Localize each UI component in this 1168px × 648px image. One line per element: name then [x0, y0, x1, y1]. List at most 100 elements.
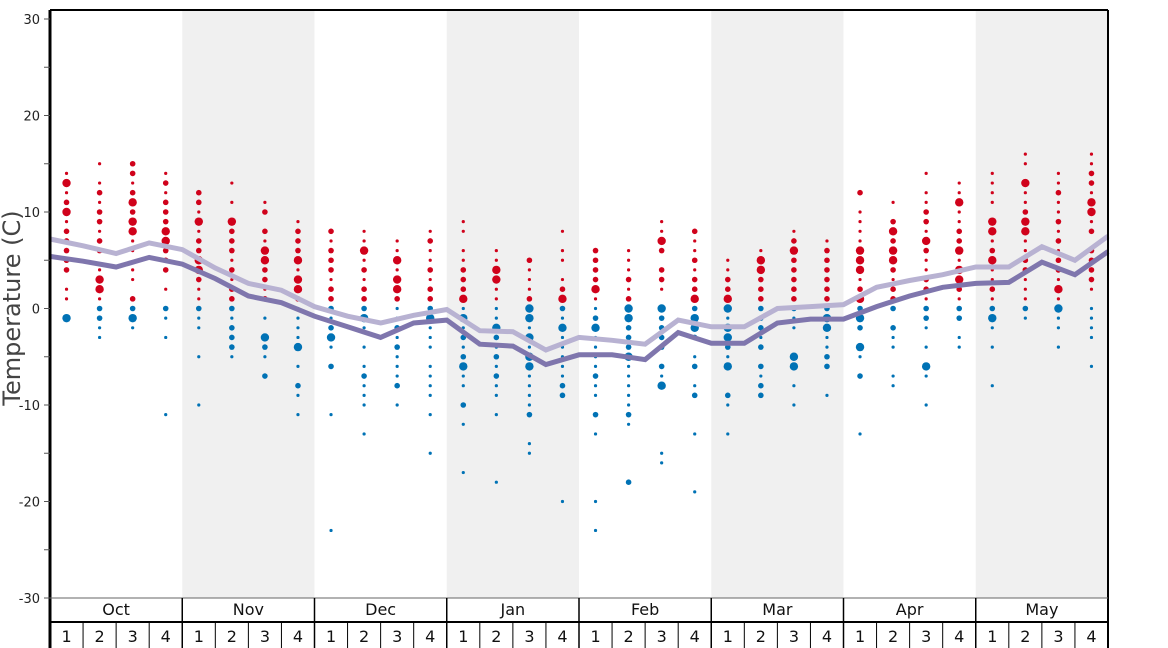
week-label: 4 [161, 627, 171, 646]
warm-dot [593, 297, 598, 301]
cold-dot [822, 323, 832, 332]
cold-dot [361, 305, 367, 312]
week-label: 1 [855, 627, 865, 646]
cold-dot [924, 326, 928, 330]
month-band [446, 10, 579, 598]
cold-dot [459, 362, 468, 371]
warm-dot [791, 296, 797, 302]
cold-dot [921, 362, 931, 371]
warm-dot [1088, 170, 1095, 177]
warm-dot [296, 268, 300, 272]
cold-dot [890, 305, 896, 312]
warm-dot [1056, 181, 1061, 185]
warm-dot [890, 286, 896, 293]
warm-dot [693, 249, 697, 253]
warm-dot [195, 247, 202, 254]
week-label: 2 [491, 627, 501, 646]
warm-dot [494, 249, 498, 253]
cold-dot [593, 432, 598, 436]
cold-dot [361, 373, 367, 379]
warm-dot [924, 171, 928, 175]
week-label: 3 [524, 627, 534, 646]
warm-dot [924, 268, 928, 272]
cold-dot [560, 335, 565, 340]
warm-dot [460, 276, 467, 283]
warm-dot [858, 220, 862, 224]
cold-dot [293, 342, 303, 352]
cold-dot [395, 364, 399, 368]
cold-dot [395, 335, 399, 340]
y-tick-label: 20 [23, 110, 40, 125]
cold-dot [96, 315, 103, 321]
warm-dot [1055, 257, 1062, 264]
warm-dot [591, 285, 600, 294]
warm-dot [97, 200, 102, 204]
warm-dot [197, 229, 201, 233]
cold-dot [693, 432, 697, 436]
cold-dot [660, 374, 664, 378]
cold-dot [626, 374, 631, 378]
cold-dot [560, 364, 565, 368]
cold-dot [428, 364, 432, 368]
warm-dot [690, 294, 699, 304]
warm-dot [592, 257, 599, 264]
warm-dot [724, 276, 731, 283]
warm-dot [328, 247, 334, 254]
warm-dot [990, 200, 994, 204]
month-label: Jan [500, 600, 526, 619]
cold-dot [394, 382, 400, 389]
cold-dot [97, 326, 102, 330]
warm-dot [626, 258, 631, 262]
warm-dot [956, 228, 963, 235]
cold-dot [461, 374, 465, 378]
warm-dot [956, 238, 963, 244]
warm-dot [792, 229, 796, 233]
warm-dot [660, 229, 664, 233]
warm-dot [1021, 178, 1030, 188]
cold-dot [957, 345, 961, 349]
warm-dot [329, 239, 333, 243]
warm-dot [195, 276, 202, 283]
cold-dot [624, 313, 633, 323]
week-label: 2 [888, 627, 898, 646]
warm-dot [789, 246, 799, 255]
warm-dot [129, 189, 136, 196]
cold-dot [593, 345, 598, 349]
cold-dot [924, 403, 928, 407]
week-label: 4 [293, 627, 303, 646]
week-label: 2 [756, 627, 766, 646]
warm-dot [759, 249, 763, 253]
warm-dot [924, 258, 928, 262]
cold-dot [494, 393, 498, 397]
upper-line [49, 234, 1110, 353]
warm-dot [161, 236, 170, 246]
warm-dot [1056, 229, 1061, 233]
cold-dot [362, 403, 366, 407]
warm-dot [461, 229, 465, 233]
cold-dot [197, 326, 201, 330]
warm-dot [626, 287, 631, 291]
cold-dot [428, 374, 432, 378]
cold-dot [592, 373, 599, 379]
week-label: 1 [458, 627, 468, 646]
cold-dot [990, 345, 994, 349]
warm-dot [625, 296, 632, 302]
cold-dot [989, 305, 996, 312]
warm-dot [923, 209, 929, 215]
warm-dot [824, 247, 830, 254]
cold-dot [758, 344, 764, 350]
warm-dot [1021, 217, 1030, 226]
cold-dot [362, 326, 366, 330]
warm-dot [857, 189, 863, 196]
cold-dot [858, 355, 862, 359]
cold-dot [724, 392, 731, 399]
warm-dot [1055, 218, 1062, 225]
cold-dot [329, 528, 333, 533]
cold-dot [825, 345, 829, 349]
cold-dot [693, 355, 697, 359]
month-label: Apr [896, 600, 924, 619]
average-lines [49, 234, 1110, 368]
cold-dot [527, 384, 532, 388]
warm-dot [988, 256, 997, 265]
